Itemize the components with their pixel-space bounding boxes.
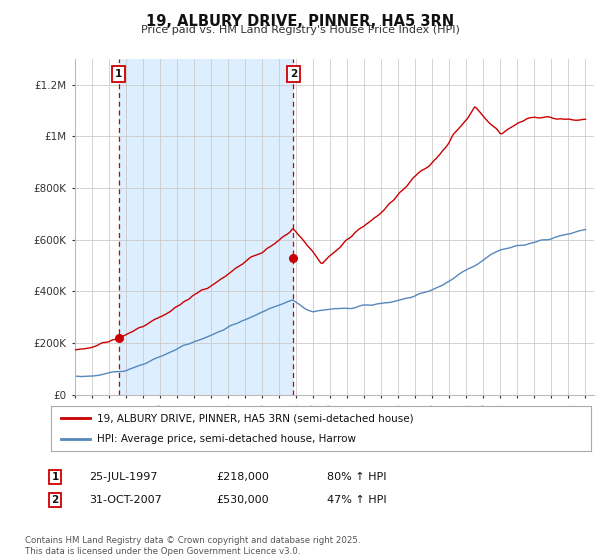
Text: Price paid vs. HM Land Registry's House Price Index (HPI): Price paid vs. HM Land Registry's House … <box>140 25 460 35</box>
Text: 2: 2 <box>52 495 59 505</box>
Text: HPI: Average price, semi-detached house, Harrow: HPI: Average price, semi-detached house,… <box>97 433 356 444</box>
Text: 1: 1 <box>115 69 122 79</box>
Text: Contains HM Land Registry data © Crown copyright and database right 2025.
This d: Contains HM Land Registry data © Crown c… <box>25 536 361 556</box>
Text: 2: 2 <box>290 69 297 79</box>
Bar <box>119 59 293 395</box>
Text: 19, ALBURY DRIVE, PINNER, HA5 3RN (semi-detached house): 19, ALBURY DRIVE, PINNER, HA5 3RN (semi-… <box>97 413 413 423</box>
Text: 25-JUL-1997: 25-JUL-1997 <box>89 472 157 482</box>
Text: 19, ALBURY DRIVE, PINNER, HA5 3RN: 19, ALBURY DRIVE, PINNER, HA5 3RN <box>146 14 454 29</box>
Text: 47% ↑ HPI: 47% ↑ HPI <box>327 495 386 505</box>
Text: 1: 1 <box>52 472 59 482</box>
Text: £530,000: £530,000 <box>216 495 269 505</box>
Text: 80% ↑ HPI: 80% ↑ HPI <box>327 472 386 482</box>
Text: 31-OCT-2007: 31-OCT-2007 <box>89 495 161 505</box>
Text: £218,000: £218,000 <box>216 472 269 482</box>
